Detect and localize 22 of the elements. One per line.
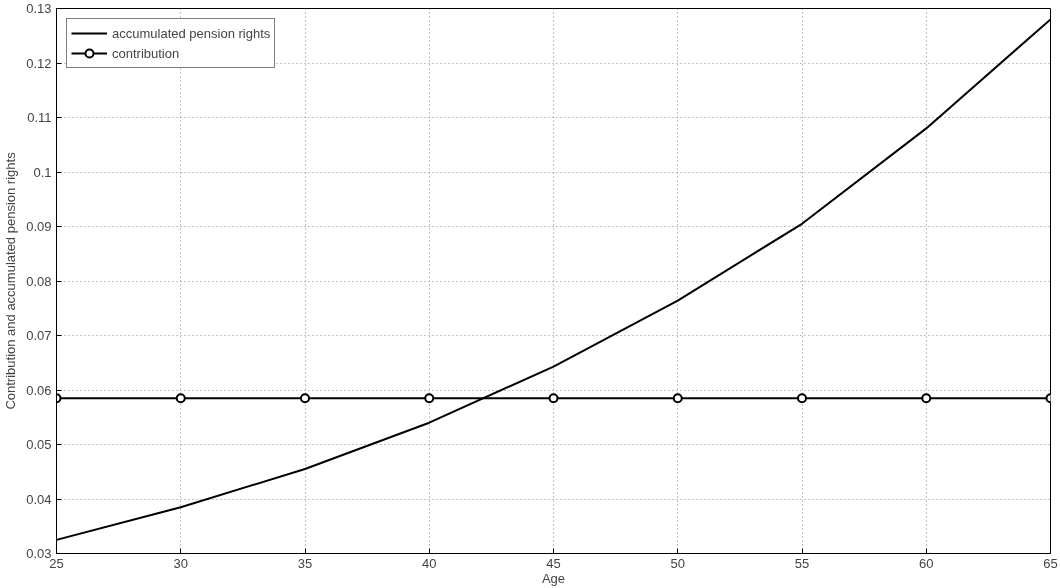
x-tick-label: 45 xyxy=(546,555,561,571)
y-tick-label: 0.05 xyxy=(26,437,52,452)
x-tick-label: 30 xyxy=(173,555,188,571)
y-tick-label: 0.06 xyxy=(26,382,52,398)
y-tick-label: 0.1 xyxy=(33,164,52,180)
y-tick-label: 0.07 xyxy=(26,328,52,343)
y-axis-title: Contribution and accumulated pension rights xyxy=(3,151,19,410)
x-axis-title: Age xyxy=(541,570,566,586)
x-tick-label: 60 xyxy=(919,555,934,571)
x-tick-label: 65 xyxy=(1043,555,1058,571)
legend-label: contribution xyxy=(112,45,180,61)
y-tick-label: 0.13 xyxy=(26,1,52,16)
y-tick-label: 0.12 xyxy=(26,55,52,71)
y-tick-label: 0.04 xyxy=(26,491,52,507)
y-tick-label: 0.08 xyxy=(26,273,52,289)
x-tick-label: 40 xyxy=(422,555,437,571)
x-tick-label: 55 xyxy=(794,555,810,571)
x-tick-label: 35 xyxy=(297,555,313,571)
y-tick-label: 0.11 xyxy=(27,110,52,125)
legend-label: accumulated pension rights xyxy=(112,25,271,41)
x-tick-label: 50 xyxy=(670,555,685,571)
y-tick-label: 0.09 xyxy=(26,219,52,234)
